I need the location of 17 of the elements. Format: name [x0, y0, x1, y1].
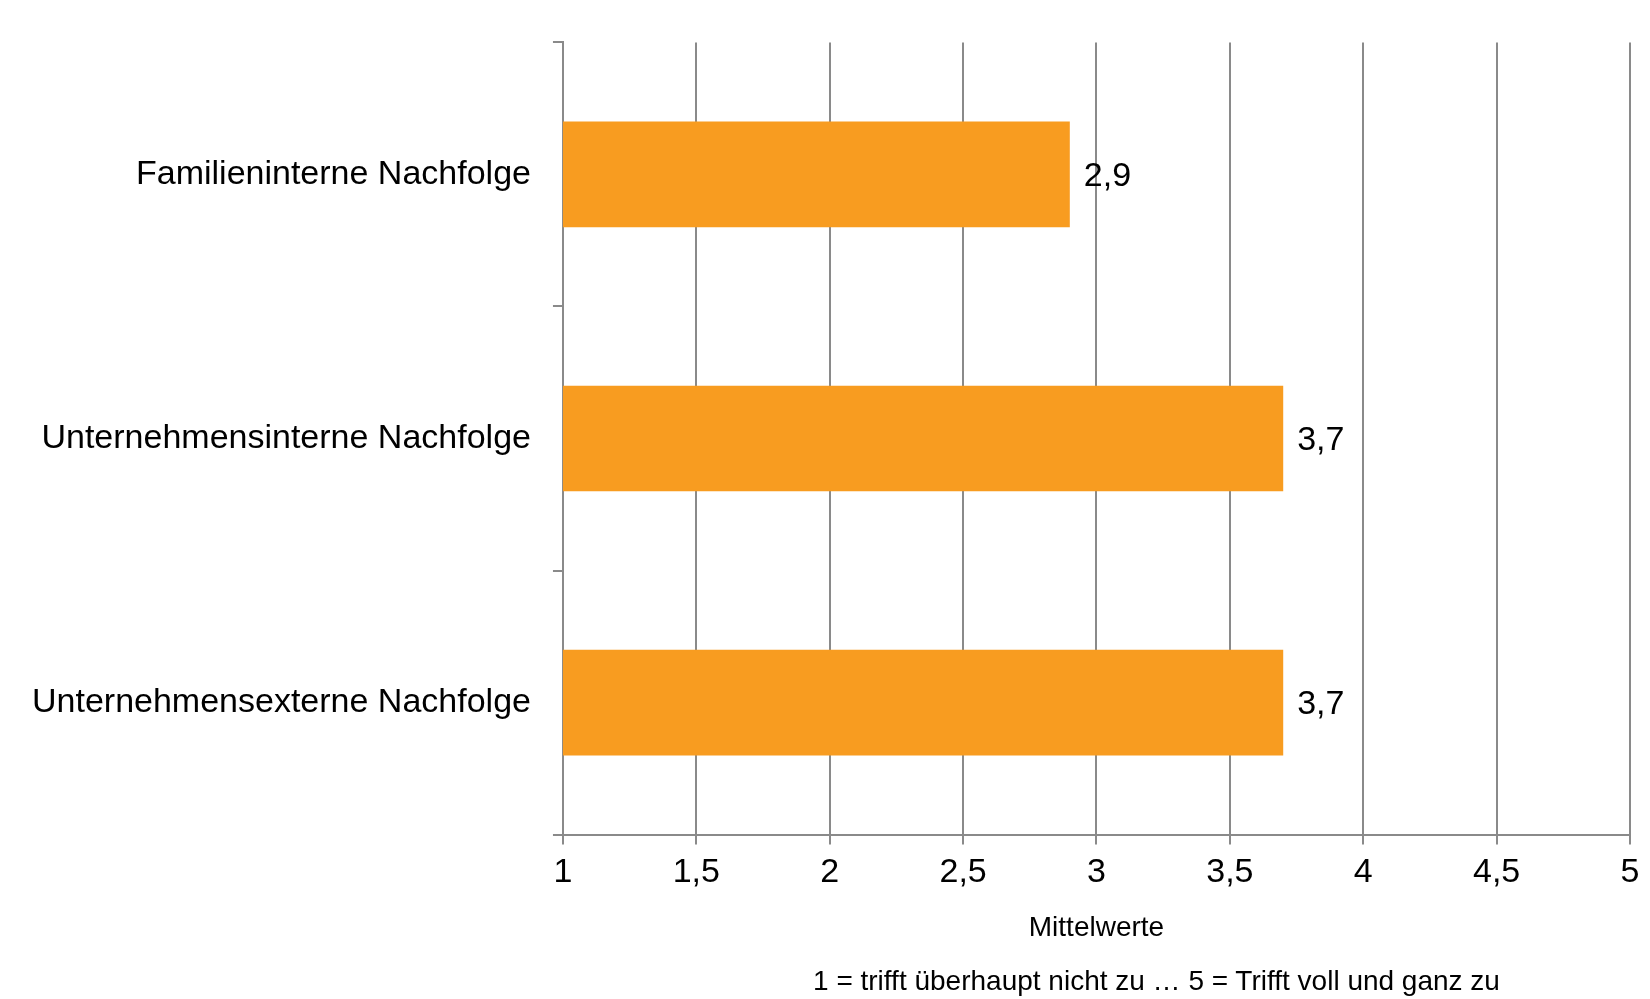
data-label: 3,7	[1297, 418, 1345, 457]
y-tick-label: Unternehmensexterne Nachfolge	[31, 680, 531, 719]
text: 1 = trifft überhaupt nicht zu … 5 = Trifft voll und ganz zu	[813, 965, 1500, 996]
x-tick-label: 3,5	[1206, 851, 1254, 890]
x-tick-label: 1,5	[672, 851, 720, 890]
x-tick-label: 2	[820, 851, 840, 890]
x-tick-label: 3	[1087, 851, 1106, 890]
x-tick-label: 2,5	[939, 851, 987, 890]
data-label: 3,7	[1297, 682, 1345, 721]
y-tick-label: Unternehmensinterne Nachfolge	[41, 416, 531, 455]
x-tick-label: 5	[1620, 851, 1640, 890]
x-tick-label: 1	[553, 851, 573, 890]
x-axis-title: Mittelwerte	[1028, 910, 1165, 942]
y-tick-label: Familieninterne Nachfolge	[135, 152, 531, 191]
x-tick-label: 4	[1353, 851, 1373, 890]
x-tick-label: 4,5	[1472, 851, 1521, 890]
data-label: 2,9	[1083, 154, 1132, 193]
